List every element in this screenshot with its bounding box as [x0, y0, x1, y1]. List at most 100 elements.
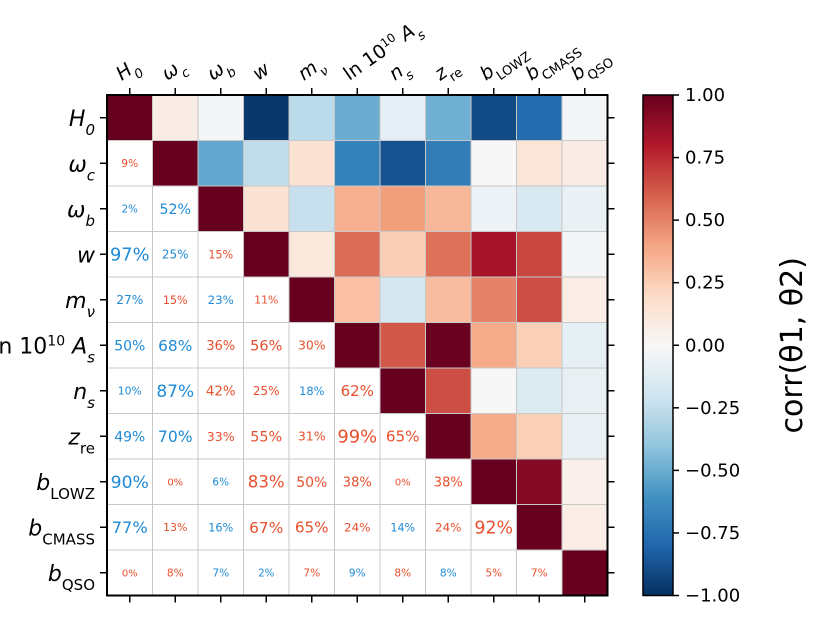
correlation-percentage: 9% — [349, 567, 366, 580]
heatmap-cell — [243, 94, 290, 141]
diagonal-cell — [152, 140, 199, 187]
heatmap-cell — [470, 413, 517, 460]
row-label: bCMASS — [28, 516, 95, 548]
lower-cell — [288, 413, 335, 460]
lower-cell — [106, 185, 153, 232]
lower-cell — [334, 367, 381, 414]
heatmap-cell — [334, 231, 381, 278]
correlation-percentage: 14% — [390, 521, 415, 534]
lower-cell — [243, 367, 290, 414]
correlation-percentage: 18% — [299, 384, 324, 398]
correlation-percentage: 25% — [162, 248, 189, 262]
correlation-percentage: 68% — [158, 337, 192, 355]
colorbar-tick-label: −0.25 — [685, 398, 740, 419]
lower-cell — [334, 413, 381, 460]
correlation-percentage: 90% — [111, 473, 149, 493]
column-label: ωb — [203, 53, 239, 90]
correlation-percentage: 50% — [114, 338, 145, 354]
heatmap-cell — [425, 231, 472, 278]
lower-cell — [152, 413, 199, 460]
correlation-percentage: 33% — [207, 429, 235, 444]
correlation-percentage: 8% — [440, 568, 457, 580]
lower-cell — [152, 549, 199, 596]
column-label: w — [248, 58, 274, 85]
correlation-percentage: 24% — [435, 521, 461, 535]
heatmap-cell — [470, 322, 517, 369]
lower-cell — [197, 231, 244, 278]
row-label: H0 — [69, 107, 95, 139]
correlation-percentage: 27% — [116, 293, 143, 307]
correlation-percentage: 5% — [486, 567, 503, 579]
correlation-percentage: 49% — [114, 429, 145, 445]
heatmap-cell — [561, 185, 608, 232]
correlation-percentage: 7% — [212, 568, 229, 580]
lower-cell — [197, 504, 244, 551]
correlation-percentage: 87% — [156, 382, 194, 402]
heatmap-cell — [561, 94, 608, 141]
colorbar-tick-label: −1.00 — [685, 586, 740, 607]
colorbar-tick-label: 0.25 — [685, 273, 725, 294]
row-label: ln 1010 As — [0, 333, 95, 366]
correlation-percentage: 65% — [295, 519, 329, 537]
row-label: w — [77, 243, 96, 268]
diagonal-cell — [470, 458, 517, 505]
column-label: mν — [294, 52, 331, 90]
colorbar-gradient — [642, 94, 674, 597]
colorbar-tick-label: −0.75 — [685, 523, 740, 544]
column-label: zre — [430, 54, 466, 91]
heatmap-cell — [197, 94, 244, 141]
heatmap-cell — [470, 367, 517, 414]
row-label: ns — [73, 380, 95, 412]
heatmap-cell — [561, 504, 608, 551]
diagonal-cell — [197, 185, 244, 232]
correlation-percentage: 10% — [118, 385, 142, 398]
lower-cell — [106, 276, 153, 323]
correlation-percentage: 97% — [110, 245, 150, 266]
lower-cell — [288, 504, 335, 551]
correlation-percentage: 7% — [531, 568, 548, 580]
lower-cell — [106, 367, 153, 414]
lower-cell — [243, 322, 290, 369]
lower-cell — [197, 276, 244, 323]
lower-cell — [334, 549, 381, 596]
heatmap-cell — [243, 140, 290, 187]
lower-cell — [243, 413, 290, 460]
correlation-percentage: 0% — [395, 477, 411, 488]
heatmap-cells — [106, 94, 608, 596]
correlation-percentage: 36% — [206, 339, 235, 354]
lower-cell — [288, 549, 335, 596]
correlation-percentage: 65% — [386, 428, 420, 446]
lower-cell — [470, 549, 517, 596]
correlation-percentage: 92% — [474, 518, 513, 538]
heatmap-cell — [516, 276, 563, 323]
lower-cell — [425, 458, 472, 505]
correlation-percentage: 2% — [122, 204, 138, 215]
heatmap-cell — [516, 140, 563, 187]
heatmap-cell — [425, 94, 472, 141]
heatmap-cell — [470, 94, 517, 141]
correlation-percentage: 25% — [253, 384, 280, 398]
correlation-percentage: 38% — [434, 475, 463, 490]
correlation-percentage: 31% — [298, 429, 326, 444]
heatmap-cell — [334, 140, 381, 187]
heatmap-cell — [561, 276, 608, 323]
heatmap-cell — [288, 94, 335, 141]
heatmap-cell — [243, 185, 290, 232]
colorbar-label: corr(θ1, θ2) — [775, 257, 810, 433]
diagonal-cell — [425, 413, 472, 460]
correlation-percentage: 83% — [248, 473, 285, 492]
correlation-percentage: 50% — [296, 475, 327, 491]
heatmap-cell — [516, 413, 563, 460]
lower-cell — [106, 458, 153, 505]
heatmap-cell — [516, 322, 563, 369]
column-label: H0 — [112, 54, 147, 90]
lower-cell — [197, 458, 244, 505]
heatmap-cell — [379, 140, 426, 187]
heatmap-cell — [425, 367, 472, 414]
lower-cell — [379, 458, 426, 505]
heatmap-cell — [379, 94, 426, 141]
colorbar-ticks: 1.00 0.75 0.50 0.25 0.00 −0.25 −0.50 −0.75 −1.00 — [673, 85, 740, 607]
lower-cell — [152, 367, 199, 414]
heatmap-cell — [425, 276, 472, 323]
